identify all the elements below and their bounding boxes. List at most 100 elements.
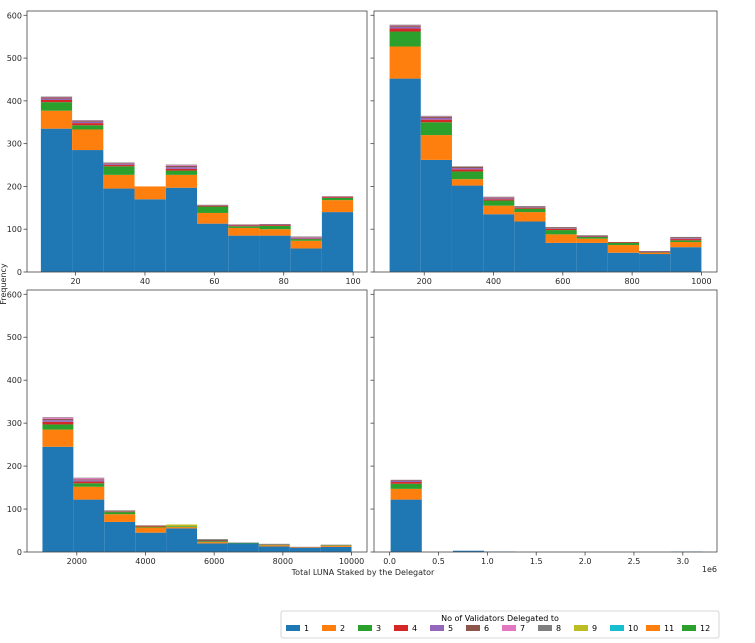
bar-top-left-s4-b4 <box>165 168 197 171</box>
legend-label-6: 6 <box>484 624 489 633</box>
bar-top-right-s3-b3 <box>483 200 515 206</box>
bar-top-left-s4-b0 <box>40 99 73 103</box>
bar-bottom-left-s1-b0 <box>42 446 74 552</box>
bar-bottom-right-s6-b0 <box>390 479 422 481</box>
bar-top-right-s1-b6 <box>576 242 608 272</box>
bar-top-right-s7-b3 <box>483 197 515 198</box>
legend-entry-3: 3 <box>358 624 381 633</box>
bar-bottom-left-s6-b2 <box>104 511 136 512</box>
series-8 <box>389 24 702 238</box>
bar-bottom-left-s1-b2 <box>104 521 136 552</box>
bar-top-right-s8-b0 <box>389 24 421 26</box>
bar-top-left-s3-b6 <box>228 226 260 228</box>
bar-bottom-left-s6-b1 <box>73 479 105 481</box>
bar-bottom-left-s3-b5 <box>197 541 228 543</box>
bar-bottom-right-s1-b2 <box>452 550 485 552</box>
series-1 <box>389 78 702 273</box>
bar-top-left-s3-b7 <box>259 225 291 230</box>
ytick-label-bottom-left-4: 400 <box>7 376 22 385</box>
bar-bottom-right-s1-b0 <box>390 499 422 552</box>
bar-top-right-s4-b6 <box>576 236 608 237</box>
series-8 <box>42 417 352 546</box>
xtick-label-top-right-2: 600 <box>555 277 570 286</box>
series-4 <box>40 99 354 240</box>
bar-bottom-left-s4-b2 <box>104 511 136 513</box>
bar-top-left-s7-b2 <box>103 162 135 164</box>
bar-top-left-s2-b5 <box>197 212 229 224</box>
bar-top-right-s1-b9 <box>670 247 702 272</box>
xtick-label-bottom-right-5: 2.5 <box>628 557 641 566</box>
xtick-label-top-left-4: 100 <box>345 277 360 286</box>
xtick-label-top-left-1: 40 <box>140 277 150 286</box>
bar-bottom-left-s3-b7 <box>258 544 290 546</box>
bar-top-left-s3-b8 <box>290 239 322 241</box>
bar-bottom-left-s1-b6 <box>227 543 259 552</box>
ytick-label-bottom-left-6: 600 <box>7 290 22 299</box>
series-6 <box>390 479 422 481</box>
bar-bottom-left-s3-b6 <box>227 542 259 544</box>
bar-top-right-s5-b9 <box>670 238 702 240</box>
bar-bottom-left-s3-b9 <box>320 545 352 546</box>
legend-swatch-3 <box>358 625 372 631</box>
bar-bottom-left-s4-b1 <box>73 481 105 484</box>
legend-label-2: 2 <box>340 624 345 633</box>
bar-top-left-s4-b7 <box>259 224 291 226</box>
bar-top-left-s5-b2 <box>103 164 135 166</box>
bar-top-right-s2-b5 <box>545 234 577 243</box>
series-5 <box>389 26 702 252</box>
axes-frame-bottom-right <box>373 289 718 553</box>
bar-top-right-s2-b6 <box>576 238 608 243</box>
ytick-label-top-left-5: 500 <box>7 54 22 63</box>
legend-title: No of Validators Delegated to <box>441 614 559 623</box>
series-2 <box>42 429 352 548</box>
bar-top-right-s6-b2 <box>451 166 484 169</box>
bar-bottom-left-s6-b8 <box>289 546 321 548</box>
bar-top-right-s6-b4 <box>514 206 546 208</box>
bar-top-left-s7-b1 <box>72 120 104 122</box>
legend-swatch-12 <box>682 625 696 631</box>
bar-bottom-right-s5-b0 <box>390 480 422 482</box>
bar-top-right-s3-b6 <box>576 236 608 239</box>
series-4 <box>389 28 702 253</box>
bar-bottom-right-s3-b0 <box>390 483 422 489</box>
legend-entry-1: 1 <box>286 624 309 633</box>
bar-top-right-s2-b8 <box>639 252 671 255</box>
legend-entries: 1 2 3 4 5 6 7 8 9 10 11 12 <box>286 624 710 633</box>
bar-top-right-s2-b9 <box>670 242 702 248</box>
bar-top-left-s1-b5 <box>197 223 229 272</box>
bar-top-left-s5-b4 <box>165 167 197 169</box>
bar-top-left-s2-b7 <box>259 229 291 236</box>
bar-bottom-left-s2-b2 <box>104 514 136 522</box>
bar-top-right-s3-b8 <box>639 252 671 253</box>
bar-top-left-s4-b8 <box>290 238 322 240</box>
series-7 <box>42 417 105 480</box>
bar-top-left-s5-b1 <box>72 121 104 124</box>
panels-group: 0 100 200 300 400 500 600 20 40 60 80 100 200 400 600 8… <box>7 10 718 574</box>
series-2 <box>390 488 422 500</box>
series-4 <box>42 421 167 527</box>
bar-top-left-s4-b5 <box>197 205 229 207</box>
legend-label-10: 10 <box>628 624 638 633</box>
bar-top-right-s4-b0 <box>389 28 421 32</box>
bar-top-left-s2-b9 <box>321 200 354 213</box>
bar-top-right-s5-b4 <box>514 207 546 208</box>
bar-top-right-s8-b3 <box>483 196 515 198</box>
bar-top-right-s1-b2 <box>451 185 484 272</box>
bar-bottom-left-s1-b8 <box>289 547 321 552</box>
bar-bottom-left-s1-b7 <box>258 546 290 552</box>
legend-label-7: 7 <box>520 624 525 633</box>
bar-top-right-s6-b0 <box>389 25 421 27</box>
bar-top-right-s8-b1 <box>420 115 452 117</box>
bar-top-left-s2-b3 <box>134 186 166 200</box>
bar-top-left-s1-b1 <box>72 150 104 272</box>
bar-top-right-s6-b3 <box>483 197 515 199</box>
bar-top-right-s3-b0 <box>389 31 421 47</box>
xtick-label-bottom-right-3: 1.5 <box>530 557 543 566</box>
bar-top-left-s1-b9 <box>321 212 354 272</box>
bar-top-right-s8-b4 <box>514 206 546 207</box>
bar-top-left-s3-b2 <box>103 166 135 175</box>
ytick-label-top-left-2: 200 <box>7 182 22 191</box>
series-2 <box>40 110 354 249</box>
xtick-label-bottom-left-1: 4000 <box>135 557 155 566</box>
